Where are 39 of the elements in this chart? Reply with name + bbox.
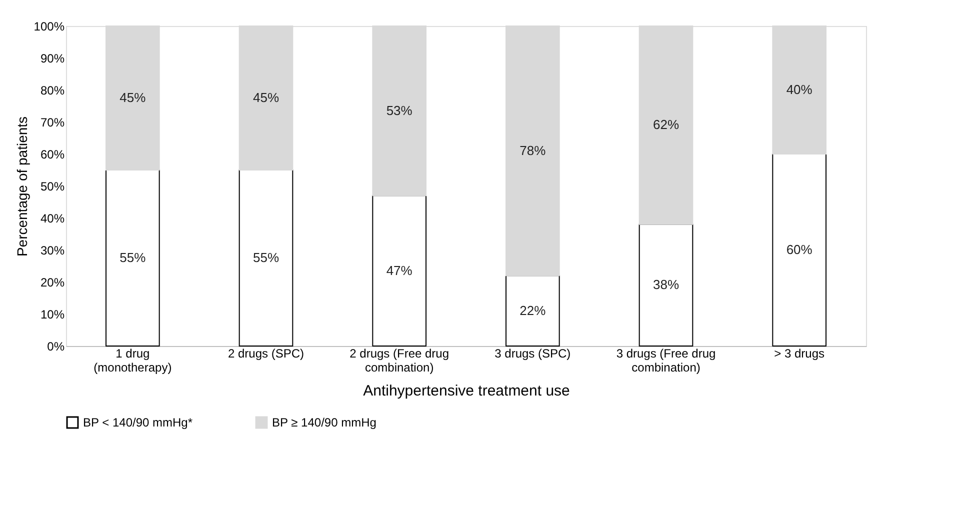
data-label: 45% — [252, 90, 280, 105]
x-tick-label: > 3 drugs — [774, 346, 825, 360]
legend-label: BP < 140/90 mmHg* — [83, 416, 193, 430]
y-tick-label: 0% — [47, 340, 65, 354]
y-tick-label: 60% — [40, 148, 65, 162]
data-label: 78% — [520, 142, 546, 158]
bar — [238, 170, 294, 346]
y-tick-label: 70% — [40, 116, 65, 130]
y-tick-label: 100% — [34, 20, 65, 34]
bar — [106, 170, 160, 346]
data-label: 22% — [520, 302, 546, 318]
data-label: 45% — [120, 90, 146, 105]
data-label: 55% — [252, 250, 280, 265]
x-tick-label: 2 drugs (SPC) — [228, 346, 304, 360]
legend-label: BP ≥ 140/90 mmHg — [272, 416, 376, 430]
x-axis-title: Antihypertensive treatment use — [363, 382, 570, 400]
data-label: 60% — [786, 242, 813, 257]
data-label: 38% — [652, 277, 680, 292]
bar — [772, 154, 826, 346]
bar — [506, 275, 560, 346]
x-tick-label: 2 drugs (Free drug combination) — [350, 346, 450, 374]
bar — [638, 224, 694, 346]
y-tick-label: 40% — [40, 212, 65, 226]
y-tick-label: 20% — [40, 276, 65, 290]
y-tick-label: 50% — [40, 180, 65, 194]
data-label: 40% — [786, 82, 813, 97]
y-tick-label: 80% — [40, 84, 65, 98]
data-label: 53% — [386, 102, 413, 118]
data-label: 62% — [652, 117, 680, 132]
data-label: 55% — [120, 250, 146, 265]
x-tick-label: 3 drugs (SPC) — [494, 346, 571, 360]
y-tick-label: 10% — [40, 308, 65, 322]
bar — [372, 195, 426, 346]
data-label: 47% — [386, 262, 413, 278]
y-axis-title: Percentage of patients — [14, 116, 30, 257]
y-tick-label: 30% — [40, 244, 65, 258]
x-tick-label: 1 drug (monotherapy) — [94, 346, 172, 374]
y-tick-label: 90% — [40, 52, 65, 66]
x-tick-label: 3 drugs (Free drug combination) — [616, 346, 716, 374]
